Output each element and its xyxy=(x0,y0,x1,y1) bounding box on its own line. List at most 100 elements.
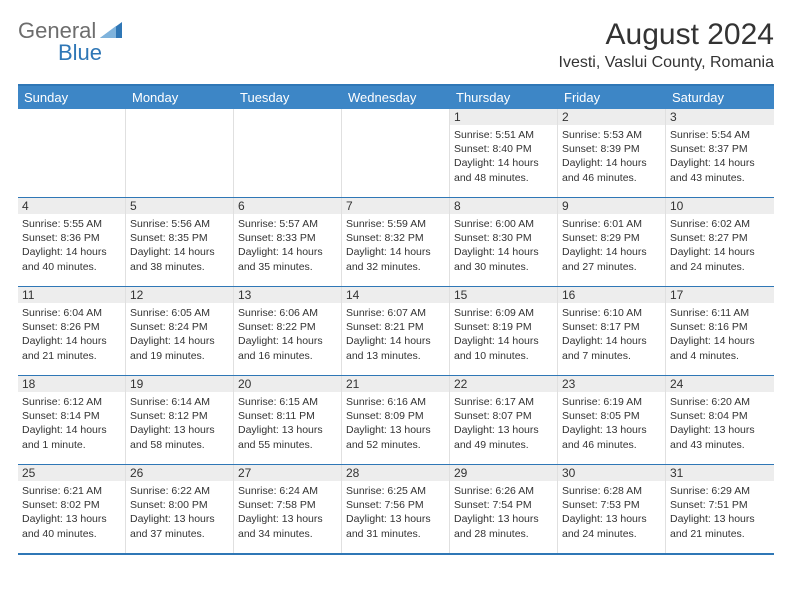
cell-details: Sunrise: 6:21 AMSunset: 8:02 PMDaylight:… xyxy=(22,484,121,541)
cell-details: Sunrise: 6:10 AMSunset: 8:17 PMDaylight:… xyxy=(562,306,661,363)
day-number: 31 xyxy=(666,465,774,481)
day-number: 25 xyxy=(18,465,125,481)
cell-details: Sunrise: 6:29 AMSunset: 7:51 PMDaylight:… xyxy=(670,484,770,541)
calendar-cell: 2Sunrise: 5:53 AMSunset: 8:39 PMDaylight… xyxy=(558,109,666,197)
logo-triangle-icon xyxy=(100,20,122,43)
calendar-cell: 30 Sunrise: 6:28 AMSunset: 7:53 PMDayligh… xyxy=(558,465,666,553)
cell-details: Sunrise: 6:15 AMSunset: 8:11 PMDaylight:… xyxy=(238,395,337,452)
calendar-cell: 4 Sunrise: 5:55 AMSunset: 8:36 PMDaylight… xyxy=(18,198,126,286)
calendar-cell: 9 Sunrise: 6:01 AMSunset: 8:29 PMDaylight… xyxy=(558,198,666,286)
cell-details: Sunrise: 6:19 AMSunset: 8:05 PMDaylight:… xyxy=(562,395,661,452)
cell-details: Sunrise: 6:00 AMSunset: 8:30 PMDaylight:… xyxy=(454,217,553,274)
calendar-cell: 24 Sunrise: 6:20 AMSunset: 8:04 PMDayligh… xyxy=(666,376,774,464)
calendar-cell: 20 Sunrise: 6:15 AMSunset: 8:11 PMDayligh… xyxy=(234,376,342,464)
calendar-cell: 14Sunrise: 6:07 AMSunset: 8:21 PMDayligh… xyxy=(342,287,450,375)
day-number: 21 xyxy=(342,376,449,392)
cell-details: Sunrise: 5:55 AMSunset: 8:36 PMDaylight:… xyxy=(22,217,121,274)
day-number: 20 xyxy=(234,376,341,392)
calendar-cell xyxy=(18,109,126,197)
cell-details: Sunrise: 6:04 AMSunset: 8:26 PMDaylight:… xyxy=(22,306,121,363)
cell-details: Sunrise: 6:05 AMSunset: 8:24 PMDaylight:… xyxy=(130,306,229,363)
day-number: 13 xyxy=(234,287,341,303)
cell-details: Sunrise: 6:28 AMSunset: 7:53 PMDaylight:… xyxy=(562,484,661,541)
week-row: 4 Sunrise: 5:55 AMSunset: 8:36 PMDaylight… xyxy=(18,197,774,286)
title-block: August 2024 Ivesti, Vaslui County, Roman… xyxy=(559,18,775,72)
header: General Blue August 2024 Ivesti, Vaslui … xyxy=(18,18,774,72)
calendar-cell xyxy=(126,109,234,197)
calendar-cell: 28Sunrise: 6:25 AMSunset: 7:56 PMDayligh… xyxy=(342,465,450,553)
week-row: 1 Sunrise: 5:51 AMSunset: 8:40 PMDaylight… xyxy=(18,109,774,197)
cell-details: Sunrise: 6:01 AMSunset: 8:29 PMDaylight:… xyxy=(562,217,661,274)
calendar-cell: 8 Sunrise: 6:00 AMSunset: 8:30 PMDaylight… xyxy=(450,198,558,286)
day-number: 18 xyxy=(18,376,125,392)
day-number: 28 xyxy=(342,465,449,481)
cell-details: Sunrise: 6:09 AMSunset: 8:19 PMDaylight:… xyxy=(454,306,553,363)
dayhead-thursday: Thursday xyxy=(450,86,558,109)
calendar-cell: 31 Sunrise: 6:29 AMSunset: 7:51 PMDayligh… xyxy=(666,465,774,553)
calendar-cell: 19Sunrise: 6:14 AMSunset: 8:12 PMDayligh… xyxy=(126,376,234,464)
cell-details: Sunrise: 6:22 AMSunset: 8:00 PMDaylight:… xyxy=(130,484,229,541)
cell-details: Sunrise: 6:06 AMSunset: 8:22 PMDaylight:… xyxy=(238,306,337,363)
day-number: 9 xyxy=(558,198,665,214)
cell-details: Sunrise: 6:16 AMSunset: 8:09 PMDaylight:… xyxy=(346,395,445,452)
calendar-cell: 22 Sunrise: 6:17 AMSunset: 8:07 PMDayligh… xyxy=(450,376,558,464)
calendar-cell: 10Sunrise: 6:02 AMSunset: 8:27 PMDayligh… xyxy=(666,198,774,286)
dayhead-wednesday: Wednesday xyxy=(342,86,450,109)
cell-details: Sunrise: 5:51 AMSunset: 8:40 PMDaylight:… xyxy=(454,128,553,185)
week-row: 11 Sunrise: 6:04 AMSunset: 8:26 PMDayligh… xyxy=(18,286,774,375)
day-number: 23 xyxy=(558,376,665,392)
day-number xyxy=(342,109,449,125)
day-number xyxy=(18,109,125,125)
day-number: 22 xyxy=(450,376,557,392)
calendar-cell: 17 Sunrise: 6:11 AMSunset: 8:16 PMDayligh… xyxy=(666,287,774,375)
day-number: 1 xyxy=(450,109,557,125)
calendar-cell: 27 Sunrise: 6:24 AMSunset: 7:58 PMDayligh… xyxy=(234,465,342,553)
dayhead-tuesday: Tuesday xyxy=(234,86,342,109)
day-number: 17 xyxy=(666,287,774,303)
week-row: 25 Sunrise: 6:21 AMSunset: 8:02 PMDayligh… xyxy=(18,464,774,553)
day-number: 24 xyxy=(666,376,774,392)
cell-details: Sunrise: 6:26 AMSunset: 7:54 PMDaylight:… xyxy=(454,484,553,541)
cell-details: Sunrise: 6:20 AMSunset: 8:04 PMDaylight:… xyxy=(670,395,770,452)
calendar-cell: 6Sunrise: 5:57 AMSunset: 8:33 PMDaylight… xyxy=(234,198,342,286)
month-title: August 2024 xyxy=(559,18,775,52)
cell-details: Sunrise: 6:17 AMSunset: 8:07 PMDaylight:… xyxy=(454,395,553,452)
calendar-cell: 3Sunrise: 5:54 AMSunset: 8:37 PMDaylight… xyxy=(666,109,774,197)
location-text: Ivesti, Vaslui County, Romania xyxy=(559,54,775,72)
day-number: 27 xyxy=(234,465,341,481)
cell-details: Sunrise: 6:24 AMSunset: 7:58 PMDaylight:… xyxy=(238,484,337,541)
calendar-cell: 18Sunrise: 6:12 AMSunset: 8:14 PMDayligh… xyxy=(18,376,126,464)
dayhead-monday: Monday xyxy=(126,86,234,109)
calendar-cell: 11 Sunrise: 6:04 AMSunset: 8:26 PMDayligh… xyxy=(18,287,126,375)
calendar-cell xyxy=(234,109,342,197)
day-number: 11 xyxy=(18,287,125,303)
day-number: 8 xyxy=(450,198,557,214)
calendar-cell: 23 Sunrise: 6:19 AMSunset: 8:05 PMDayligh… xyxy=(558,376,666,464)
calendar-cell: 21 Sunrise: 6:16 AMSunset: 8:09 PMDayligh… xyxy=(342,376,450,464)
calendar-cell: 5Sunrise: 5:56 AMSunset: 8:35 PMDaylight… xyxy=(126,198,234,286)
dayhead-sunday: Sunday xyxy=(18,86,126,109)
calendar-cell: 26Sunrise: 6:22 AMSunset: 8:00 PMDayligh… xyxy=(126,465,234,553)
logo: General Blue xyxy=(18,18,122,44)
cell-details: Sunrise: 5:59 AMSunset: 8:32 PMDaylight:… xyxy=(346,217,445,274)
cell-details: Sunrise: 6:11 AMSunset: 8:16 PMDaylight:… xyxy=(670,306,770,363)
cell-details: Sunrise: 5:56 AMSunset: 8:35 PMDaylight:… xyxy=(130,217,229,274)
day-number xyxy=(234,109,341,125)
day-number: 15 xyxy=(450,287,557,303)
calendar-cell: 7Sunrise: 5:59 AMSunset: 8:32 PMDaylight… xyxy=(342,198,450,286)
dayhead-saturday: Saturday xyxy=(666,86,774,109)
logo-text-blue: Blue xyxy=(58,40,102,65)
cell-details: Sunrise: 6:07 AMSunset: 8:21 PMDaylight:… xyxy=(346,306,445,363)
day-number: 29 xyxy=(450,465,557,481)
calendar-cell: 15 Sunrise: 6:09 AMSunset: 8:19 PMDayligh… xyxy=(450,287,558,375)
day-number: 30 xyxy=(558,465,665,481)
day-number: 4 xyxy=(18,198,125,214)
calendar-cell xyxy=(342,109,450,197)
cell-details: Sunrise: 6:02 AMSunset: 8:27 PMDaylight:… xyxy=(670,217,770,274)
day-number: 6 xyxy=(234,198,341,214)
day-number: 3 xyxy=(666,109,774,125)
day-header-row: Sunday Monday Tuesday Wednesday Thursday… xyxy=(18,86,774,109)
calendar-cell: 12Sunrise: 6:05 AMSunset: 8:24 PMDayligh… xyxy=(126,287,234,375)
week-row: 18Sunrise: 6:12 AMSunset: 8:14 PMDayligh… xyxy=(18,375,774,464)
calendar-cell: 29 Sunrise: 6:26 AMSunset: 7:54 PMDayligh… xyxy=(450,465,558,553)
